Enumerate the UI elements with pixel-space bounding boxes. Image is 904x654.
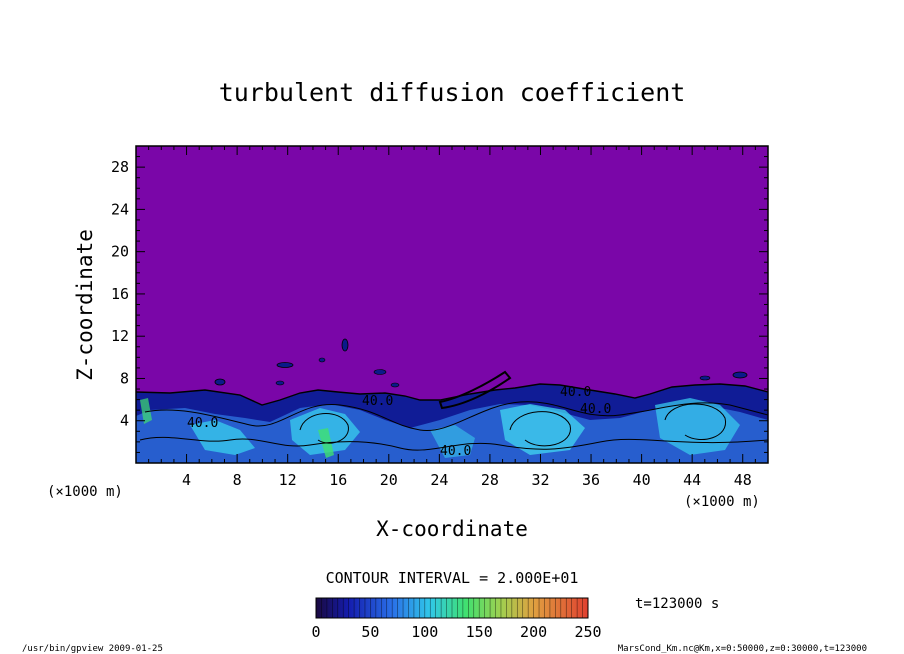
colorbar-tick-label: 0 (311, 623, 320, 641)
contour-label: 40.0 (580, 402, 611, 417)
layer-cyan-5 (430, 425, 475, 458)
contour-label: 40.0 (440, 444, 471, 459)
y-tick-label: 12 (111, 327, 129, 345)
chart-title: turbulent diffusion coefficient (219, 78, 686, 107)
x-tick-label: 28 (481, 471, 499, 489)
blob (276, 362, 294, 368)
contour-2 (144, 401, 768, 432)
x-tick-label: 32 (531, 471, 549, 489)
contour-3 (139, 436, 768, 451)
time-label: t=123000 s (635, 596, 719, 612)
y-tick-label: 24 (111, 200, 129, 218)
footer-source: MarsCond_Km.nc@Km,x=0:50000,z=0:30000,t=… (618, 644, 867, 654)
x-tick-label: 36 (582, 471, 600, 489)
colorbar-ticks: 0 50 100 150 200 250 (311, 623, 601, 641)
colorbar-tick-label: 150 (466, 623, 493, 641)
x-tick-label: 16 (329, 471, 347, 489)
y-tick-label: 16 (111, 285, 129, 303)
contour-label: 40.0 (560, 385, 591, 400)
blob (390, 382, 400, 388)
x-tick-label: 48 (734, 471, 752, 489)
colorbar-tick-label: 200 (520, 623, 547, 641)
turbulent-layer (136, 338, 768, 463)
plot-area: 40.0 40.0 40.0 40.0 40.0 (135, 145, 769, 464)
x-tick-label: 12 (279, 471, 297, 489)
blob (699, 375, 711, 381)
z-unit-label: (×1000 m) (47, 484, 123, 500)
y-axis-title: Z-coordinate (73, 229, 97, 381)
contour-vortex-2 (509, 411, 571, 447)
blob (275, 380, 285, 386)
colorbar-tick-label: 250 (574, 623, 601, 641)
layer-cyan-1 (190, 420, 255, 455)
contour-label: 40.0 (362, 394, 393, 409)
contour-interval-text: CONTOUR INTERVAL = 2.000E+01 (326, 569, 579, 587)
footer-program: /usr/bin/gpview 2009-01-25 (22, 644, 163, 654)
colorbar-tick-label: 100 (411, 623, 438, 641)
x-unit-label: (×1000 m) (684, 494, 760, 510)
layer-cyan-4 (655, 398, 740, 455)
y-tick-label: 4 (120, 412, 129, 430)
x-tick-label: 20 (380, 471, 398, 489)
y-axis: 4 8 12 16 20 24 28 (111, 156, 768, 453)
x-axis-title: X-coordinate (376, 517, 528, 541)
y-tick-label: 8 (120, 369, 129, 387)
colorbar-tick-label: 50 (361, 623, 379, 641)
contour-vortex-3 (664, 403, 726, 440)
blob (318, 357, 326, 363)
y-tick-label: 28 (111, 158, 129, 176)
blob (214, 378, 226, 386)
colorbar-stripes (321, 598, 583, 618)
blob (732, 371, 748, 379)
contour-vortex-1 (299, 413, 349, 444)
layer-green-streak-2 (140, 398, 152, 424)
colorbar: 0 50 100 150 200 250 (311, 597, 602, 641)
contour-plume (438, 370, 512, 410)
x-tick-label: 44 (683, 471, 701, 489)
y-tick-label: 20 (111, 243, 129, 261)
contour-label: 40.0 (187, 416, 218, 431)
x-tick-label: 40 (633, 471, 651, 489)
x-tick-label: 4 (182, 471, 191, 489)
x-axis: 4 8 12 16 20 24 28 32 36 40 44 48 (148, 146, 756, 489)
blob (341, 338, 349, 352)
x-tick-label: 24 (430, 471, 448, 489)
x-tick-label: 8 (233, 471, 242, 489)
blob (373, 369, 387, 375)
